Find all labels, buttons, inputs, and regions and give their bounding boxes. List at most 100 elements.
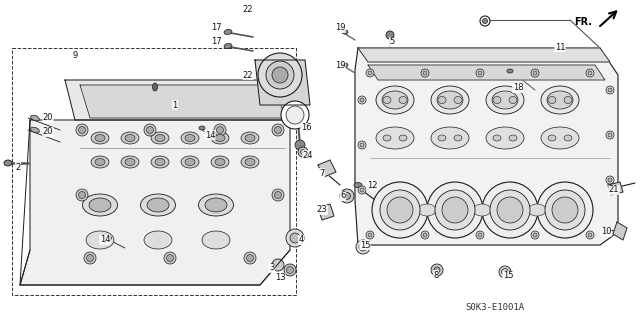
Ellipse shape bbox=[418, 204, 436, 216]
Text: 6: 6 bbox=[340, 191, 346, 201]
Circle shape bbox=[586, 231, 594, 239]
Circle shape bbox=[423, 71, 427, 75]
Ellipse shape bbox=[342, 30, 348, 34]
Ellipse shape bbox=[91, 156, 109, 168]
Ellipse shape bbox=[383, 97, 391, 103]
Circle shape bbox=[358, 96, 366, 104]
Ellipse shape bbox=[104, 236, 111, 240]
Ellipse shape bbox=[342, 63, 348, 67]
Ellipse shape bbox=[89, 198, 111, 212]
Circle shape bbox=[281, 101, 309, 129]
Polygon shape bbox=[318, 204, 334, 220]
Ellipse shape bbox=[438, 135, 446, 141]
Circle shape bbox=[380, 190, 420, 230]
Circle shape bbox=[490, 190, 530, 230]
Circle shape bbox=[588, 233, 592, 237]
Circle shape bbox=[164, 252, 176, 264]
Circle shape bbox=[442, 197, 468, 223]
Circle shape bbox=[386, 31, 394, 39]
Circle shape bbox=[290, 233, 300, 243]
Ellipse shape bbox=[185, 135, 195, 142]
Ellipse shape bbox=[528, 204, 546, 216]
Ellipse shape bbox=[185, 159, 195, 166]
Ellipse shape bbox=[354, 182, 362, 188]
Polygon shape bbox=[255, 60, 310, 105]
Polygon shape bbox=[318, 160, 336, 177]
Ellipse shape bbox=[121, 156, 139, 168]
Polygon shape bbox=[608, 182, 623, 195]
Ellipse shape bbox=[155, 159, 165, 166]
Ellipse shape bbox=[151, 156, 169, 168]
Circle shape bbox=[552, 197, 578, 223]
Circle shape bbox=[301, 150, 305, 154]
Circle shape bbox=[608, 178, 612, 182]
Circle shape bbox=[533, 233, 537, 237]
Circle shape bbox=[144, 124, 156, 136]
Ellipse shape bbox=[473, 204, 491, 216]
Polygon shape bbox=[613, 222, 627, 240]
Ellipse shape bbox=[376, 127, 414, 149]
Circle shape bbox=[606, 176, 614, 184]
Circle shape bbox=[258, 53, 302, 97]
Circle shape bbox=[284, 264, 296, 276]
Ellipse shape bbox=[144, 231, 172, 249]
Circle shape bbox=[531, 231, 539, 239]
Ellipse shape bbox=[125, 159, 135, 166]
Text: S0K3-E1001A: S0K3-E1001A bbox=[465, 303, 525, 313]
Text: 5: 5 bbox=[389, 38, 395, 47]
Text: 16: 16 bbox=[301, 123, 311, 132]
Circle shape bbox=[606, 131, 614, 139]
Text: 13: 13 bbox=[275, 273, 285, 283]
Ellipse shape bbox=[224, 43, 232, 48]
Circle shape bbox=[84, 252, 96, 264]
Ellipse shape bbox=[152, 83, 157, 91]
Circle shape bbox=[531, 69, 539, 77]
Ellipse shape bbox=[198, 194, 234, 216]
Ellipse shape bbox=[493, 135, 501, 141]
Ellipse shape bbox=[382, 91, 408, 109]
Circle shape bbox=[427, 182, 483, 238]
Text: 9: 9 bbox=[72, 50, 77, 60]
Circle shape bbox=[368, 233, 372, 237]
Ellipse shape bbox=[125, 135, 135, 142]
Circle shape bbox=[423, 233, 427, 237]
Circle shape bbox=[482, 182, 538, 238]
Ellipse shape bbox=[86, 231, 114, 249]
Circle shape bbox=[266, 61, 294, 89]
Circle shape bbox=[272, 67, 288, 83]
Circle shape bbox=[533, 71, 537, 75]
Circle shape bbox=[588, 71, 592, 75]
Polygon shape bbox=[80, 85, 285, 118]
Circle shape bbox=[360, 143, 364, 147]
Text: 10: 10 bbox=[601, 227, 611, 236]
Text: 14: 14 bbox=[100, 235, 110, 244]
Ellipse shape bbox=[241, 156, 259, 168]
Ellipse shape bbox=[91, 132, 109, 144]
Circle shape bbox=[286, 229, 304, 247]
Text: 20: 20 bbox=[43, 114, 53, 122]
Circle shape bbox=[537, 182, 593, 238]
Text: 15: 15 bbox=[503, 271, 513, 280]
Circle shape bbox=[79, 127, 86, 133]
Circle shape bbox=[431, 264, 443, 276]
Circle shape bbox=[421, 69, 429, 77]
Ellipse shape bbox=[245, 135, 255, 142]
Ellipse shape bbox=[431, 86, 469, 114]
Ellipse shape bbox=[507, 69, 513, 73]
Ellipse shape bbox=[399, 135, 407, 141]
Ellipse shape bbox=[548, 135, 556, 141]
Ellipse shape bbox=[199, 126, 205, 130]
Ellipse shape bbox=[205, 198, 227, 212]
Circle shape bbox=[295, 140, 305, 150]
Ellipse shape bbox=[431, 127, 469, 149]
Circle shape bbox=[166, 255, 173, 262]
Circle shape bbox=[387, 197, 413, 223]
Circle shape bbox=[586, 69, 594, 77]
Ellipse shape bbox=[383, 135, 391, 141]
Circle shape bbox=[366, 69, 374, 77]
Text: 17: 17 bbox=[211, 24, 221, 33]
Circle shape bbox=[340, 189, 354, 203]
Text: 3: 3 bbox=[269, 263, 275, 272]
Circle shape bbox=[246, 255, 253, 262]
Circle shape bbox=[298, 147, 308, 157]
